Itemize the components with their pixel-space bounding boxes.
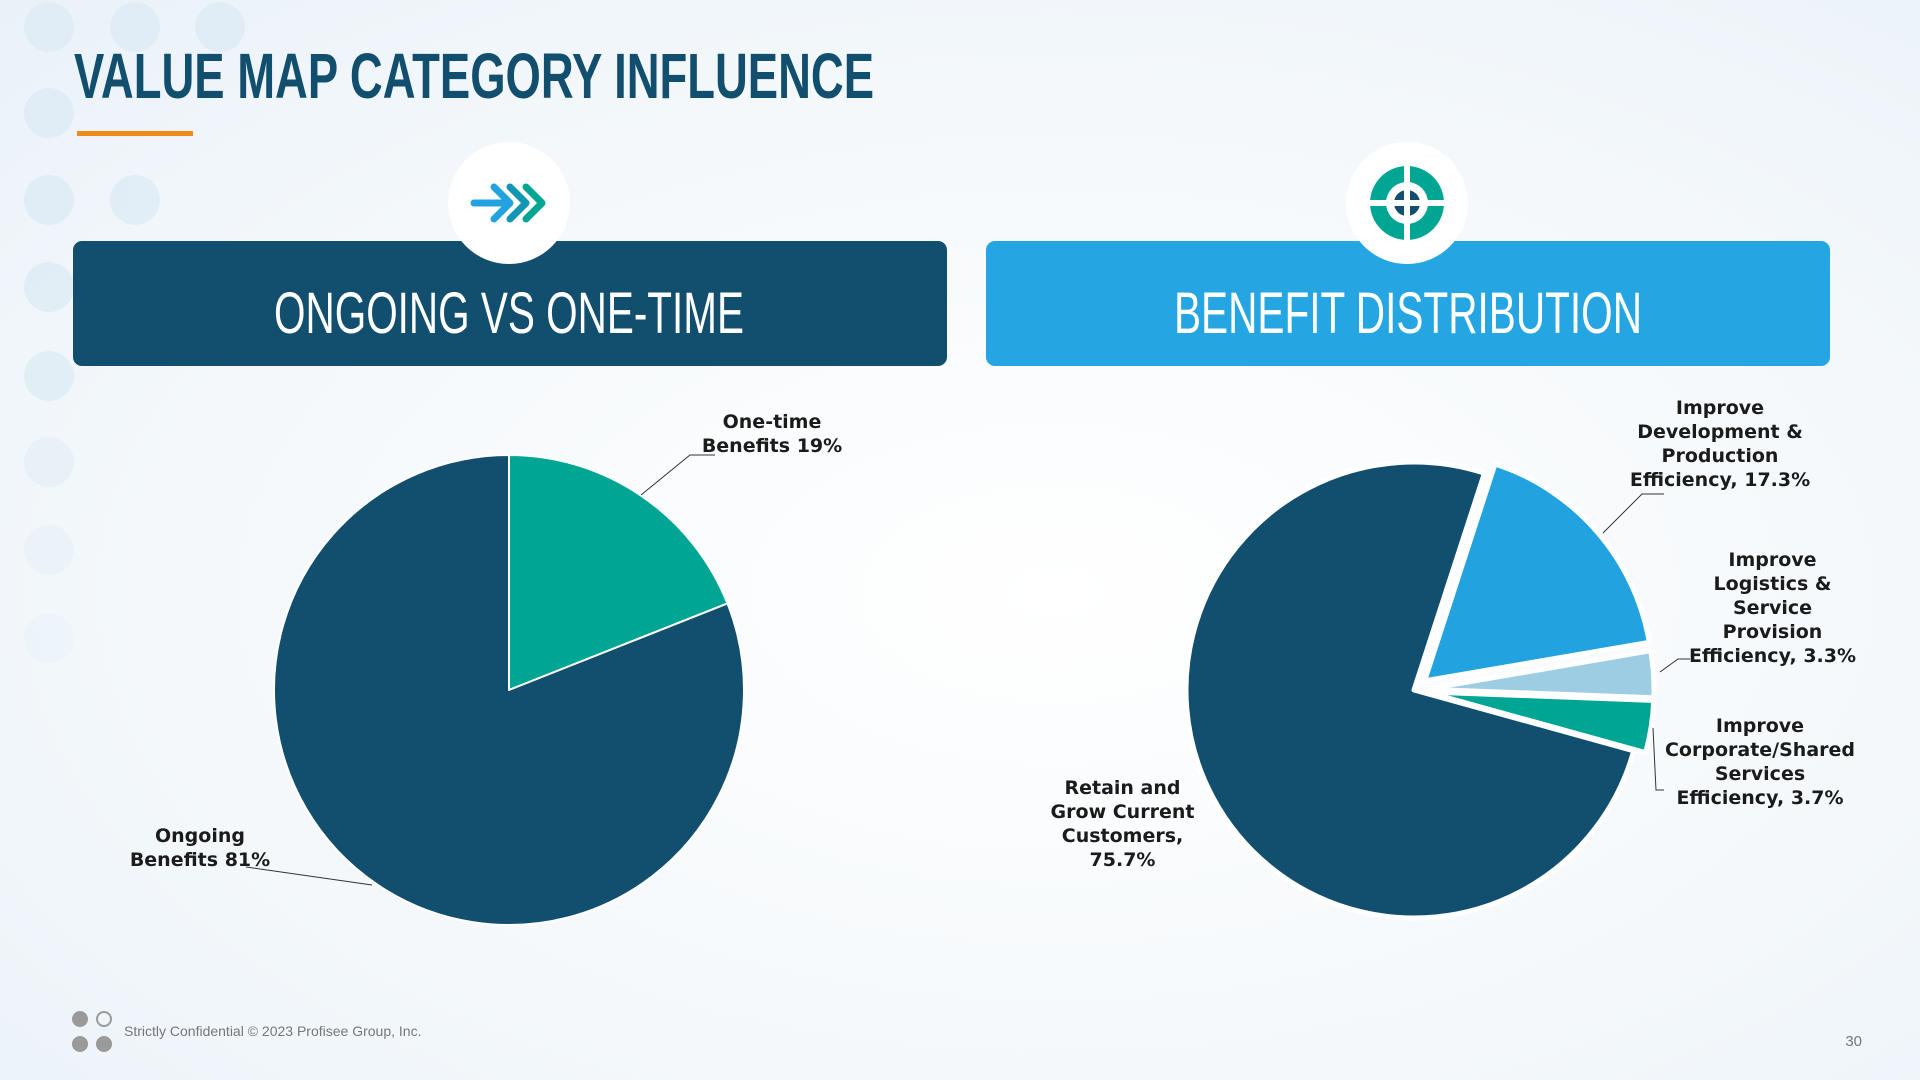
value-label: 3.3% [1803, 645, 1857, 667]
value-label: 19% [796, 435, 843, 457]
footer-text: Strictly Confidential © 2023 Profisee Gr… [124, 1023, 421, 1039]
decor-dots [24, 2, 245, 663]
category-label: Ongoing Benefits [129, 825, 245, 871]
category-label: One-time Benefits [701, 411, 822, 457]
pie-slice [272, 454, 745, 926]
value-label: 75.7% [1089, 849, 1156, 871]
slice-label: Improve Development & Production Efficie… [1625, 396, 1815, 492]
leader-line [1602, 493, 1664, 534]
value-label: 17.3% [1744, 469, 1811, 491]
value-label: 3.7% [1790, 787, 1844, 809]
slice-label: Improve Corporate/Shared Services Effici… [1660, 714, 1860, 810]
panel [986, 241, 1830, 366]
leader-line [245, 866, 373, 886]
panel-title: ONGOING VS ONE-TIME [274, 281, 744, 346]
slice-label: Ongoing Benefits 81% [120, 824, 280, 872]
slide-title: VALUE MAP CATEGORY INFLUENCE [74, 40, 874, 112]
pie-slice [1183, 459, 1637, 921]
page-number: 30 [1845, 1033, 1862, 1050]
value-label: 81% [224, 849, 271, 871]
category-label: Improve Development & Production Efficie… [1629, 397, 1803, 491]
category-label: Improve Corporate/Shared Services Effici… [1664, 715, 1855, 809]
slice-label: Improve Logistics & Service Provision Ef… [1680, 548, 1865, 668]
slice-label: One-time Benefits 19% [692, 410, 852, 458]
pie-slice [1423, 648, 1657, 701]
leader-line [1659, 658, 1690, 673]
leader-line [1652, 727, 1664, 791]
footer-logo [72, 1011, 112, 1052]
category-label: Improve Logistics & Service Provision Ef… [1688, 549, 1832, 667]
arrows-icon [470, 183, 546, 223]
title-underline [77, 131, 193, 136]
pie-slice [508, 454, 729, 691]
category-label: Retain and Grow Current Customers, [1050, 777, 1195, 847]
slice-label: Retain and Grow Current Customers, 75.7% [1040, 776, 1205, 872]
panel [73, 241, 947, 366]
target-icon [1367, 163, 1447, 243]
panel-title: BENEFIT DISTRIBUTION [1174, 281, 1642, 346]
pie-slice [1422, 461, 1652, 684]
leader-line [640, 454, 715, 496]
